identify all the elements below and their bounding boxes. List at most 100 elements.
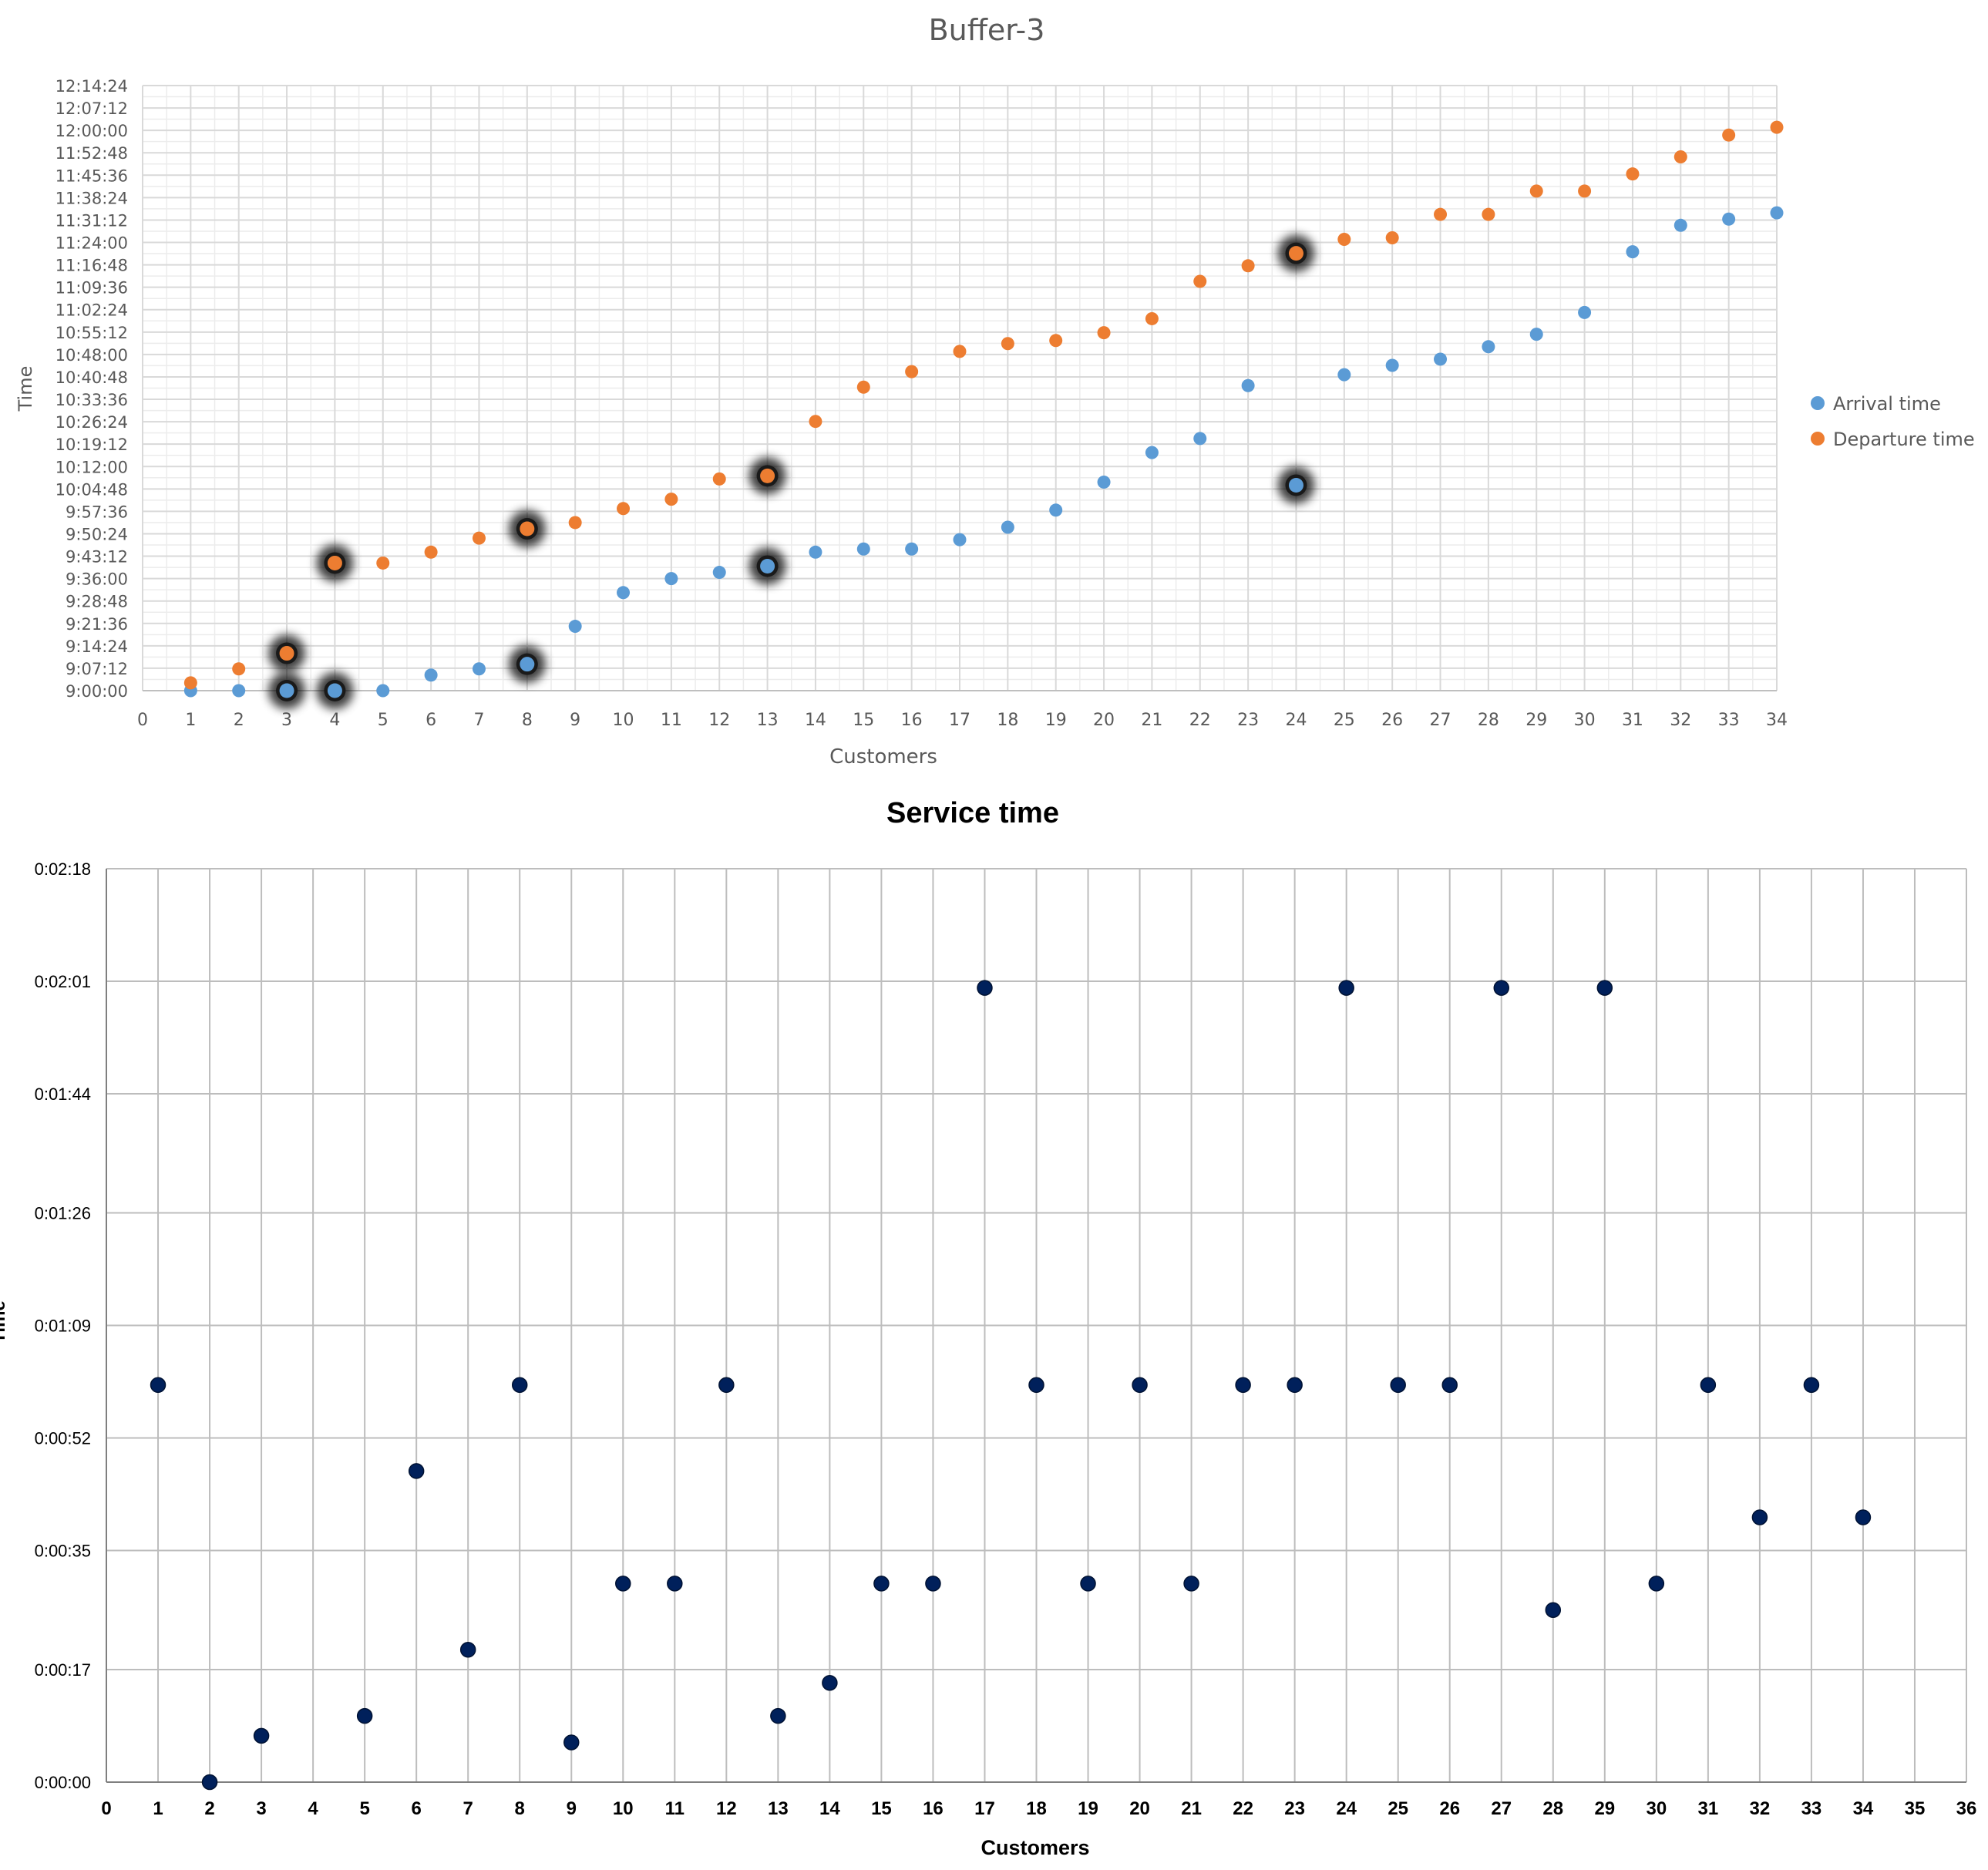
- arrival-time-point: [520, 657, 535, 672]
- arrival-time-point: [327, 683, 342, 698]
- departure-time-point: [1770, 120, 1784, 134]
- x-tick-label: 1: [185, 711, 196, 730]
- service-time-point: [1287, 1377, 1303, 1394]
- arrival-time-point: [1722, 212, 1736, 226]
- y-tick-label: 11:45:36: [56, 166, 128, 185]
- x-tick-label: 11: [665, 1798, 685, 1819]
- x-tick-label: 34: [1766, 711, 1788, 730]
- x-tick-label: 19: [1045, 711, 1067, 730]
- y-tick-label: 9:00:00: [66, 682, 128, 701]
- legend-label-departure: Departure time: [1833, 429, 1975, 450]
- arrival-time-point: [1097, 475, 1111, 489]
- service-time-point: [925, 1576, 941, 1592]
- x-tick-label: 4: [329, 711, 340, 730]
- service-time-point: [1803, 1377, 1820, 1394]
- x-tick-label: 23: [1284, 1798, 1305, 1819]
- arrival-time-point: [809, 545, 822, 559]
- y-tick-label: 11:16:48: [56, 257, 128, 275]
- arrival-time-point: [1241, 378, 1255, 392]
- y-tick-label: 9:21:36: [66, 615, 128, 634]
- arrival-time-point: [712, 566, 726, 580]
- arrival-time-point: [232, 684, 246, 698]
- x-tick-label: 1: [153, 1798, 163, 1819]
- x-tick-label: 4: [308, 1798, 318, 1819]
- x-tick-label: 0: [137, 711, 148, 730]
- x-tick-label: 29: [1525, 711, 1547, 730]
- x-tick-label: 18: [997, 711, 1018, 730]
- y-tick-label: 9:14:24: [66, 637, 128, 656]
- x-tick-label: 20: [1093, 711, 1115, 730]
- service-time-point: [1493, 980, 1509, 996]
- y-tick-label: 10:40:48: [56, 368, 128, 387]
- service-time-point: [667, 1576, 683, 1592]
- x-tick-label: 18: [1026, 1798, 1047, 1819]
- x-tick-label: 21: [1141, 711, 1162, 730]
- x-tick-label: 25: [1334, 711, 1355, 730]
- departure-time-point: [1145, 311, 1159, 325]
- service-time-point: [201, 1774, 218, 1791]
- x-tick-label: 27: [1491, 1798, 1512, 1819]
- service-time-point: [718, 1377, 735, 1394]
- x-tick-label: 16: [901, 711, 923, 730]
- y-tick-label: 9:57:36: [66, 503, 128, 521]
- x-tick-label: 33: [1801, 1798, 1822, 1819]
- x-tick-label: 22: [1233, 1798, 1253, 1819]
- x-tick-label: 2: [234, 711, 244, 730]
- x-tick-label: 8: [522, 711, 533, 730]
- service-time-point: [356, 1707, 373, 1724]
- arrival-time-point: [1482, 340, 1495, 354]
- service-time-point: [1596, 980, 1613, 996]
- departure-time-point: [905, 365, 919, 378]
- departure-time-point: [1193, 274, 1207, 288]
- departure-time-point: [760, 468, 775, 483]
- arrival-time-point: [1337, 368, 1351, 382]
- y-tick-label: 0:02:18: [35, 859, 91, 879]
- x-tick-label: 16: [923, 1798, 944, 1819]
- y-axis-title: Time: [0, 1300, 9, 1344]
- service-time-point: [822, 1674, 838, 1691]
- departure-time-point: [183, 676, 197, 690]
- arrival-time-point: [617, 586, 631, 600]
- y-tick-label: 11:31:12: [56, 211, 128, 230]
- arrival-time-point: [568, 620, 582, 634]
- departure-time-point: [712, 472, 726, 486]
- service-time-point: [1855, 1509, 1872, 1525]
- arrival-time-point: [1049, 503, 1063, 517]
- arrival-time-point: [1770, 206, 1784, 220]
- x-tick-label: 17: [974, 1798, 995, 1819]
- service-time-point: [770, 1707, 786, 1724]
- arrival-time-point: [1288, 477, 1303, 493]
- departure-time-point: [376, 556, 390, 570]
- service-time-point: [615, 1576, 631, 1592]
- x-tick-label: 9: [570, 711, 580, 730]
- y-tick-label: 0:01:26: [35, 1204, 91, 1223]
- y-tick-label: 9:28:48: [66, 593, 128, 611]
- y-tick-label: 11:09:36: [56, 279, 128, 298]
- departure-time-point: [856, 380, 870, 394]
- y-tick-label: 11:24:00: [56, 234, 128, 253]
- x-tick-label: 17: [949, 711, 970, 730]
- x-tick-label: 24: [1285, 711, 1307, 730]
- x-tick-label: 13: [768, 1798, 789, 1819]
- x-tick-label: 5: [359, 1798, 369, 1819]
- departure-time-point: [809, 415, 822, 429]
- service-time-point: [1648, 1576, 1665, 1592]
- y-tick-label: 10:48:00: [56, 346, 128, 365]
- arrival-time-point: [1001, 520, 1014, 534]
- x-tick-label: 9: [567, 1798, 577, 1819]
- arrival-time-point: [856, 542, 870, 556]
- x-tick-label: 28: [1542, 1798, 1563, 1819]
- x-tick-label: 20: [1129, 1798, 1150, 1819]
- arrival-time-point: [279, 683, 294, 698]
- x-tick-label: 32: [1670, 711, 1691, 730]
- y-tick-label: 0:00:35: [35, 1541, 91, 1560]
- legend-marker-departure: [1811, 432, 1825, 446]
- departure-time-point: [472, 531, 486, 545]
- service-time-point: [1132, 1377, 1148, 1394]
- arrival-time-point: [905, 542, 919, 556]
- y-tick-label: 9:43:12: [66, 548, 128, 567]
- x-tick-label: 8: [515, 1798, 525, 1819]
- buffer-3-chart-canvas: 0 1 2 3 4 5 6 7 8 9 10 11 12 13 14 15 16 17 18 19 20 21 22 23 24…: [15, 13, 1975, 769]
- x-tick-label: 24: [1336, 1798, 1357, 1819]
- arrival-time-point: [664, 572, 678, 586]
